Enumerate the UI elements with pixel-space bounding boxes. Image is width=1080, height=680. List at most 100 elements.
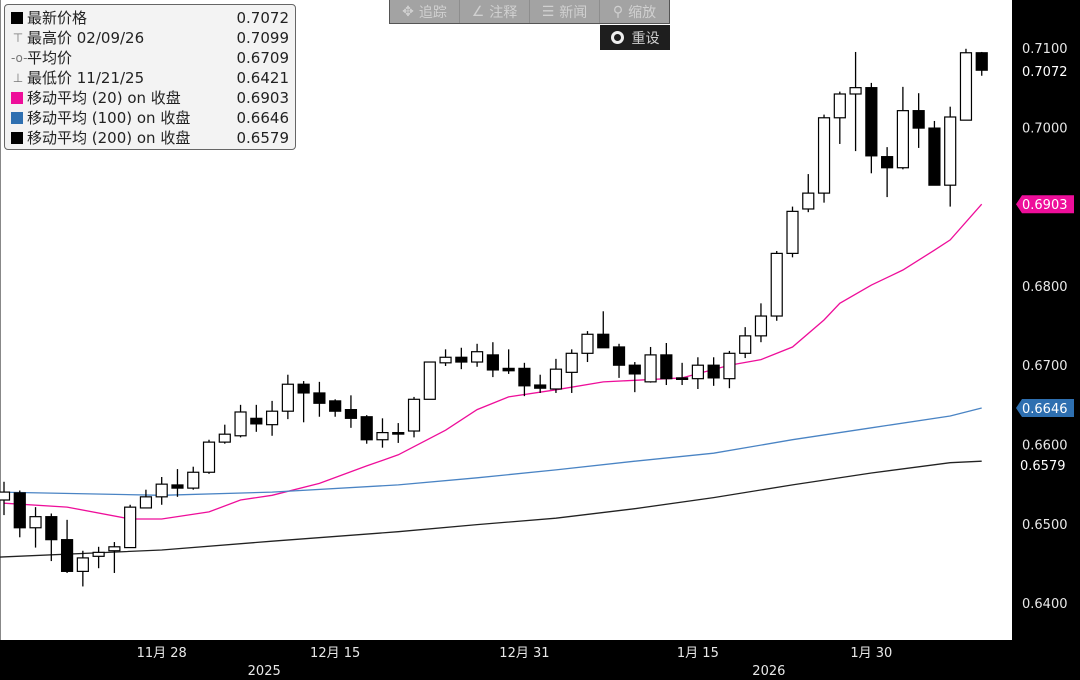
candle <box>218 424 231 444</box>
x-tick-label: 12月 31 <box>499 646 549 661</box>
candle <box>549 358 563 393</box>
crosshair-icon: ✥ <box>402 3 414 20</box>
color-swatch <box>11 92 23 104</box>
candle-body <box>155 483 168 498</box>
marker-glyph-icon: ⊤ <box>12 31 24 45</box>
candle-body <box>518 367 531 387</box>
toolbar-news-button[interactable]: ☰ 新闻 <box>530 0 600 23</box>
candle-body <box>360 416 373 441</box>
candle-body <box>171 484 184 489</box>
candle <box>802 174 815 213</box>
candle-body <box>202 441 216 473</box>
y-tick-label: 0.7100 <box>1022 42 1068 57</box>
ma200-value-label: 0.6579 <box>1020 459 1066 474</box>
candle <box>581 331 594 363</box>
candle <box>234 404 247 438</box>
toolbar-track-button[interactable]: ✥ 追踪 <box>390 0 460 23</box>
candle-body <box>234 411 247 437</box>
candle <box>108 542 121 573</box>
legend-label: 平均价 <box>27 49 73 67</box>
candle-body <box>802 192 815 210</box>
candle-body <box>944 116 957 186</box>
candle-body <box>817 117 831 194</box>
x-tick-label: 12月 15 <box>310 646 360 661</box>
price-marker-label: 0.6646 <box>1022 402 1068 417</box>
candle-body <box>29 516 42 529</box>
y-tick-label: 0.6500 <box>1022 518 1068 533</box>
marker-glyph-icon: -o- <box>11 51 28 65</box>
legend-value: 0.6579 <box>236 129 290 147</box>
candle <box>739 327 752 359</box>
candle <box>612 343 626 378</box>
y-tick-label: 0.7000 <box>1022 121 1068 136</box>
candle <box>92 546 105 569</box>
color-swatch <box>11 12 23 24</box>
legend-label: 移动平均 (20) on 收盘 <box>27 89 181 107</box>
candle-body <box>455 356 468 363</box>
candle-body <box>975 52 988 71</box>
candle <box>912 93 925 148</box>
candle-body <box>502 367 515 372</box>
candle <box>723 350 736 389</box>
toolbar-zoom-button[interactable]: ⚲ 缩放 <box>612 3 657 21</box>
candle-body <box>628 364 641 375</box>
legend-row: 最新价格 0.7072 <box>11 8 289 28</box>
candle-body <box>912 110 925 129</box>
candle <box>502 349 515 374</box>
legend-value: 0.6421 <box>236 69 290 87</box>
candle-body <box>250 417 263 425</box>
candle-body <box>329 400 342 412</box>
candle <box>644 346 657 383</box>
candle-body <box>92 551 105 557</box>
ma-line-1 <box>0 407 982 496</box>
reset-icon <box>610 31 624 44</box>
candle <box>155 477 168 505</box>
candle-body <box>549 368 563 390</box>
news-icon: ☰ <box>541 3 555 20</box>
candle-body <box>376 432 389 441</box>
candle <box>486 342 499 378</box>
candle <box>660 342 673 386</box>
candle <box>392 423 405 443</box>
year-label: 2026 <box>752 664 785 679</box>
candle <box>928 120 941 186</box>
legend-row: 移动平均 (100) on 收盘 0.6646 <box>11 108 289 128</box>
candle <box>265 400 279 436</box>
candle-body <box>754 315 768 337</box>
legend-value: 0.6709 <box>236 49 290 67</box>
color-swatch <box>11 132 23 144</box>
x-tick-label: 1月 15 <box>677 646 719 661</box>
candle <box>975 51 988 76</box>
candle <box>944 106 957 207</box>
candle-body <box>392 432 405 435</box>
candle <box>833 91 846 144</box>
legend-row: 移动平均 (20) on 收盘 0.6903 <box>11 88 289 108</box>
axes: 0.7100 0.7000 0.6800 0.6700 0.6600 0.6500 0.64… <box>137 42 1074 679</box>
candle-body <box>265 410 279 426</box>
candle <box>754 303 768 343</box>
y-tick-label: 0.6800 <box>1022 280 1068 295</box>
x-tick-label: 11月 28 <box>137 646 187 661</box>
price-marker-label: 0.6903 <box>1022 198 1068 213</box>
candle <box>281 374 294 420</box>
reset-button[interactable]: 重设 <box>600 25 670 50</box>
candle <box>786 206 799 258</box>
candle <box>707 357 720 386</box>
legend-label: 移动平均 (100) on 收盘 <box>27 109 191 127</box>
candle-body <box>959 52 973 121</box>
candle <box>250 404 263 432</box>
pencil-icon: ∠ <box>471 3 485 20</box>
chart-toolbar: ✥ 追踪 ∠ 注释 ☰ 新闻 ⚲ 缩放 <box>389 0 670 24</box>
candle <box>360 415 373 444</box>
candle <box>76 550 89 587</box>
candle-body <box>707 364 720 379</box>
candle <box>518 362 531 397</box>
candle <box>171 469 184 497</box>
candle <box>45 513 58 562</box>
y-tick-label: 0.6700 <box>1022 359 1068 374</box>
toolbar-annotate-button[interactable]: ∠ 注释 <box>460 0 530 23</box>
y-tick-label: 0.6600 <box>1022 439 1068 454</box>
marker-glyph-icon: ⊥ <box>12 71 24 85</box>
candle-body <box>896 110 909 169</box>
